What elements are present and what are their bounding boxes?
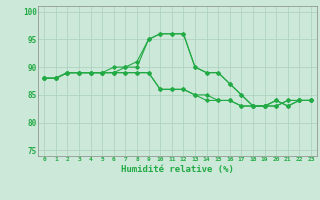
X-axis label: Humidité relative (%): Humidité relative (%) [121, 165, 234, 174]
